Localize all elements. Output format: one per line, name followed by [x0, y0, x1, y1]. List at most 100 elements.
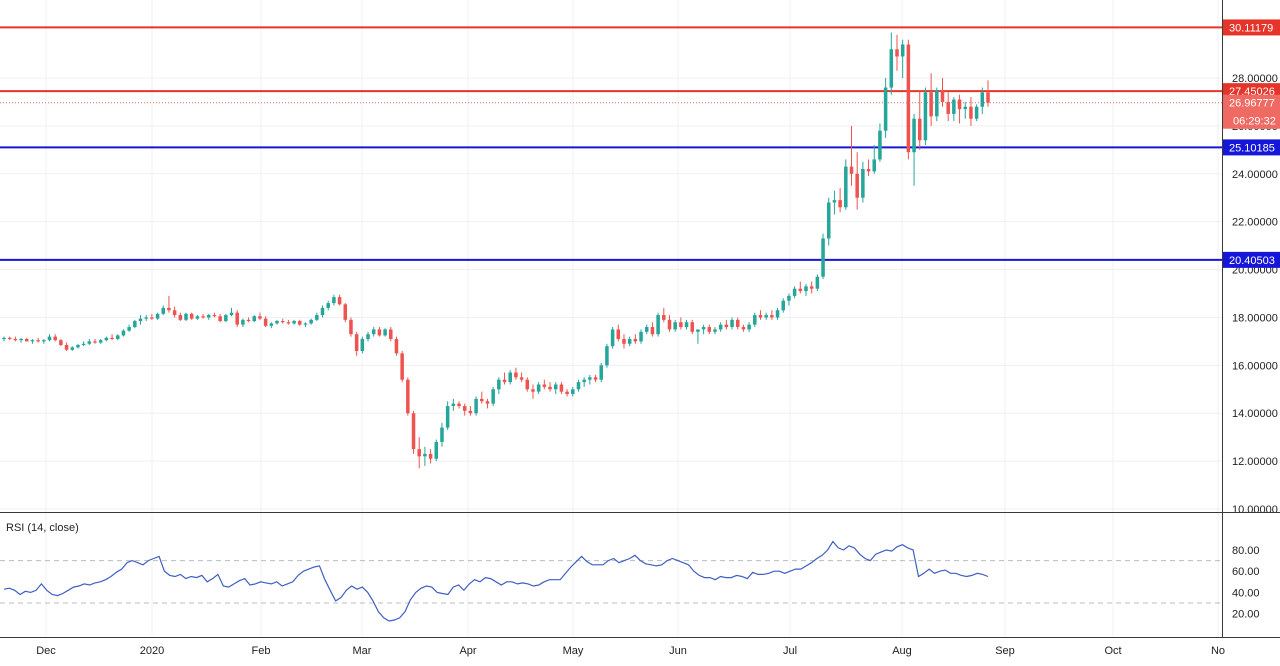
candle[interactable]	[940, 78, 945, 107]
candle[interactable]	[912, 113, 916, 186]
candle[interactable]	[946, 92, 950, 122]
candle[interactable]	[741, 324, 746, 332]
candle[interactable]	[525, 377, 530, 392]
candle[interactable]	[758, 310, 763, 320]
candle[interactable]	[383, 328, 387, 337]
candle[interactable]	[957, 94, 962, 124]
candle[interactable]	[150, 313, 154, 320]
candle[interactable]	[701, 324, 706, 335]
candle[interactable]	[98, 338, 103, 344]
candle[interactable]	[320, 305, 325, 318]
candle[interactable]	[423, 446, 427, 466]
candle[interactable]	[792, 286, 797, 299]
candle[interactable]	[644, 324, 649, 335]
candle[interactable]	[576, 379, 581, 392]
candle[interactable]	[832, 190, 837, 215]
candle[interactable]	[394, 336, 399, 356]
candle[interactable]	[781, 298, 786, 313]
candle[interactable]	[735, 317, 740, 330]
candle[interactable]	[337, 294, 342, 306]
candles[interactable]	[2, 32, 990, 469]
candle[interactable]	[531, 384, 535, 399]
candle[interactable]	[332, 294, 336, 306]
candle[interactable]	[161, 305, 166, 316]
candle[interactable]	[70, 346, 75, 351]
candle[interactable]	[679, 317, 683, 330]
candle[interactable]	[809, 281, 814, 294]
candle[interactable]	[605, 343, 609, 368]
candle[interactable]	[707, 324, 712, 335]
candle[interactable]	[952, 97, 956, 122]
candle[interactable]	[121, 329, 126, 337]
candle[interactable]	[349, 317, 353, 337]
candle[interactable]	[633, 334, 638, 344]
candle[interactable]	[474, 396, 478, 416]
candle[interactable]	[229, 307, 234, 317]
candle[interactable]	[872, 145, 877, 174]
candle[interactable]	[622, 334, 626, 349]
candle[interactable]	[804, 283, 808, 296]
candle[interactable]	[172, 306, 177, 318]
candle[interactable]	[155, 312, 160, 320]
candle[interactable]	[730, 317, 734, 330]
candle[interactable]	[826, 197, 831, 246]
candle[interactable]	[724, 319, 729, 330]
candle[interactable]	[286, 319, 291, 325]
candle[interactable]	[144, 315, 148, 322]
candle[interactable]	[133, 319, 137, 329]
candle[interactable]	[770, 310, 774, 320]
candle[interactable]	[457, 401, 461, 409]
candle[interactable]	[263, 316, 268, 328]
candle[interactable]	[593, 374, 598, 383]
candle[interactable]	[292, 319, 296, 325]
candle[interactable]	[366, 331, 370, 342]
candle[interactable]	[775, 307, 780, 320]
candle[interactable]	[189, 312, 194, 320]
candle[interactable]	[201, 313, 205, 319]
candle[interactable]	[417, 437, 421, 469]
candle[interactable]	[673, 319, 677, 332]
candle[interactable]	[167, 295, 171, 313]
candle[interactable]	[536, 382, 541, 395]
candle[interactable]	[326, 300, 330, 311]
candle[interactable]	[13, 336, 18, 342]
candle[interactable]	[627, 336, 632, 347]
candle[interactable]	[917, 89, 922, 150]
candle[interactable]	[855, 152, 859, 210]
candle[interactable]	[599, 362, 603, 383]
candle[interactable]	[838, 188, 842, 213]
candle[interactable]	[485, 398, 490, 409]
candle[interactable]	[275, 319, 279, 325]
candle[interactable]	[844, 159, 848, 210]
candle[interactable]	[445, 401, 450, 430]
candle[interactable]	[76, 343, 80, 349]
candle[interactable]	[195, 315, 200, 320]
candle[interactable]	[24, 337, 29, 342]
candle[interactable]	[212, 312, 217, 318]
candle[interactable]	[667, 315, 672, 332]
candle[interactable]	[406, 377, 410, 416]
candle[interactable]	[508, 370, 512, 385]
candle[interactable]	[906, 39, 911, 160]
candle[interactable]	[178, 312, 183, 322]
candle[interactable]	[269, 322, 274, 329]
candle[interactable]	[468, 406, 473, 416]
candle[interactable]	[900, 39, 905, 78]
candle[interactable]	[87, 338, 92, 345]
candle[interactable]	[696, 329, 700, 344]
candle[interactable]	[30, 338, 35, 344]
candle[interactable]	[127, 324, 131, 332]
candle[interactable]	[434, 439, 439, 462]
candle[interactable]	[491, 386, 495, 407]
candle[interactable]	[104, 336, 109, 342]
candle[interactable]	[298, 319, 302, 326]
candle[interactable]	[47, 334, 52, 342]
candle[interactable]	[258, 312, 262, 320]
candle[interactable]	[184, 312, 188, 322]
candle[interactable]	[480, 391, 484, 404]
candle[interactable]	[252, 315, 257, 323]
candle[interactable]	[548, 382, 552, 392]
candle[interactable]	[582, 377, 586, 387]
candle[interactable]	[764, 312, 768, 320]
candle[interactable]	[866, 159, 871, 177]
